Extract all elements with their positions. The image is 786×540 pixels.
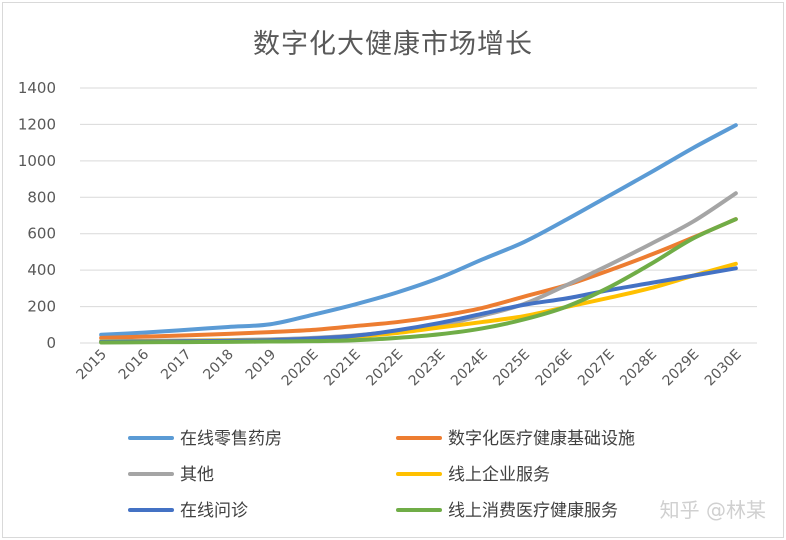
legend-label-1: 数字化医疗健康基础设施	[448, 429, 635, 449]
y-tick-label: 1400	[18, 79, 56, 97]
x-tick-label: 2015	[73, 347, 110, 384]
x-tick-label: 2023E	[406, 347, 449, 390]
legend-label-2: 其他	[180, 465, 214, 485]
legend-label-0: 在线零售药房	[180, 429, 282, 449]
series-line-5	[99, 217, 738, 345]
x-tick-label: 2018	[200, 347, 237, 384]
x-tick-label: 2030E	[702, 347, 745, 390]
x-tick-label: 2028E	[617, 347, 660, 390]
legend-label-5: 线上消费医疗健康服务	[448, 501, 618, 521]
series-line-0	[99, 123, 738, 337]
series-line-1	[99, 217, 738, 340]
y-tick-label: 1000	[18, 152, 56, 170]
y-tick-label: 200	[27, 298, 56, 316]
x-tick-label: 2027E	[575, 347, 618, 390]
x-tick-label: 2029E	[660, 347, 703, 390]
x-tick-label: 2022E	[363, 347, 406, 390]
y-tick-label: 1200	[18, 115, 56, 133]
x-tick-label: 2020E	[279, 347, 322, 390]
x-tick-label: 2019	[243, 347, 280, 384]
x-tick-label: 2021E	[321, 347, 364, 390]
x-tick-label: 2025E	[490, 347, 533, 390]
y-tick-label: 400	[27, 261, 56, 279]
chart-title: 数字化大健康市场增长	[253, 29, 533, 60]
y-tick-label: 0	[46, 334, 56, 352]
x-tick-label: 2024E	[448, 347, 491, 390]
watermark: 知乎 @林某	[659, 498, 766, 522]
y-tick-label: 600	[27, 225, 56, 243]
x-tick-label: 2017	[158, 347, 195, 384]
x-tick-label: 2026E	[533, 347, 576, 390]
legend-label-3: 线上企业服务	[448, 465, 550, 485]
x-tick-label: 2016	[116, 346, 153, 383]
y-tick-label: 800	[27, 188, 56, 206]
legend-label-4: 在线问诊	[180, 501, 248, 521]
